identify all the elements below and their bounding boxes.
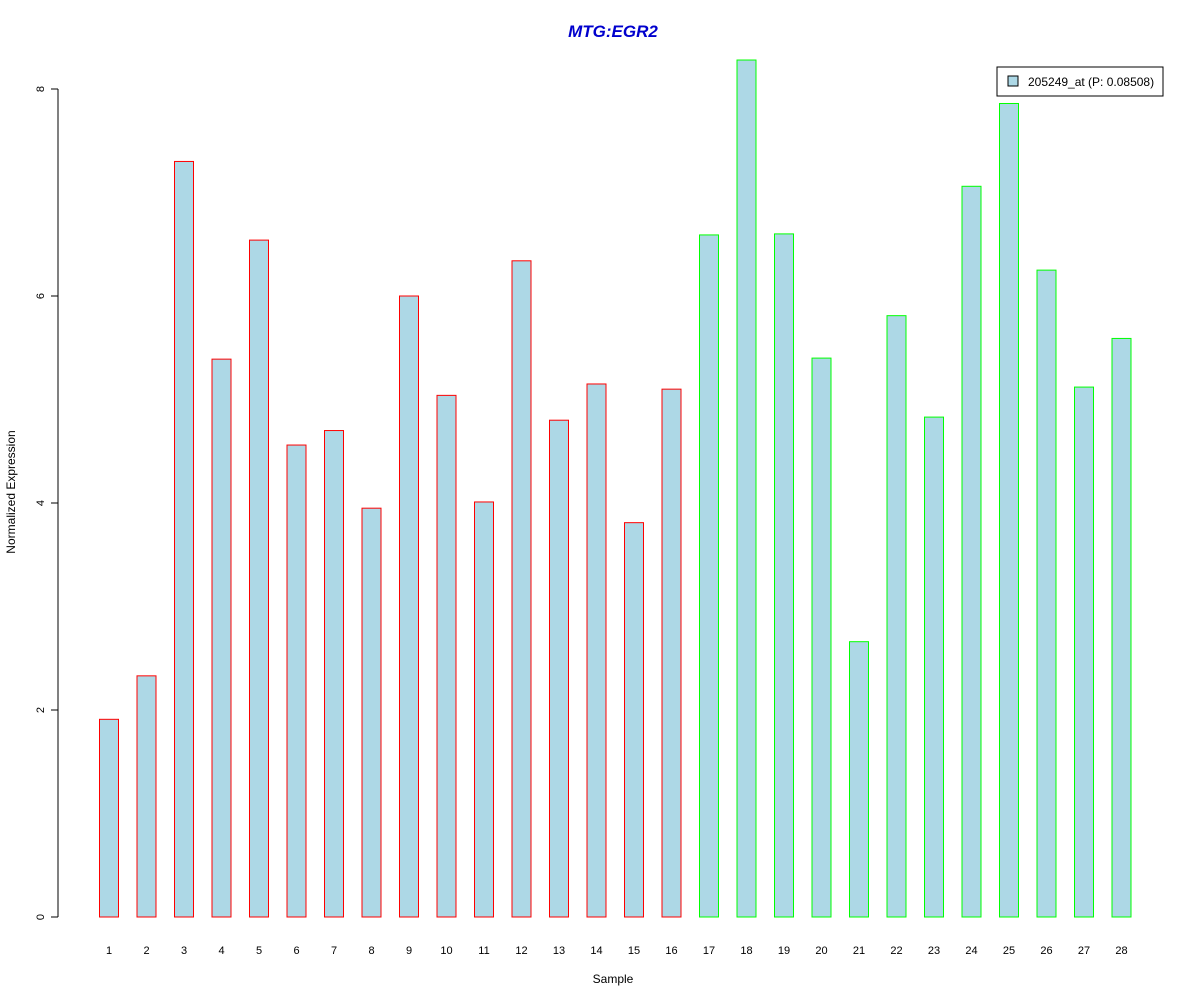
- x-tick-label: 16: [665, 945, 677, 957]
- bar-sample-7: [324, 430, 344, 918]
- x-tick-label: 15: [628, 945, 640, 957]
- x-tick-label: 12: [515, 945, 527, 957]
- x-tick-label: 24: [965, 945, 977, 957]
- bar-sample-4: [211, 358, 232, 918]
- x-tick-label: 21: [853, 945, 865, 957]
- legend-swatch: [1007, 75, 1019, 87]
- bar-sample-2: [136, 675, 157, 918]
- x-tick-label: 28: [1115, 945, 1127, 957]
- bar-sample-9: [399, 295, 419, 918]
- y-tick-label: 0: [35, 914, 47, 920]
- bar-sample-17: [699, 234, 719, 918]
- bar-sample-20: [811, 357, 832, 918]
- x-tick-label: 2: [143, 945, 149, 957]
- legend: 205249_at (P: 0.08508): [996, 66, 1164, 97]
- bar-sample-22: [886, 315, 907, 918]
- bar-sample-3: [174, 160, 194, 918]
- bar-sample-12: [511, 260, 532, 918]
- x-tick-label: 7: [331, 945, 337, 957]
- x-tick-label: 4: [218, 945, 224, 957]
- bar-sample-15: [624, 522, 644, 918]
- x-tick-label: 3: [181, 945, 187, 957]
- bar-sample-11: [474, 501, 494, 918]
- bar-sample-26: [1036, 269, 1057, 918]
- bar-sample-10: [436, 394, 457, 918]
- x-tick-label: 17: [703, 945, 715, 957]
- x-tick-label: 26: [1040, 945, 1052, 957]
- bar-sample-21: [849, 641, 869, 918]
- x-tick-label: 13: [553, 945, 565, 957]
- x-tick-labels: 1 2 3 4 5 6 7 8 9 10 11 12 13 14 15 16 17 18 19 20 21 22 23 24 2…: [106, 945, 1128, 957]
- x-tick-label: 8: [368, 945, 374, 957]
- bar-sample-23: [924, 416, 944, 918]
- bar-sample-1: [99, 718, 119, 918]
- bar-sample-8: [361, 507, 382, 918]
- bar-sample-25: [999, 102, 1019, 918]
- y-tick-label: 6: [35, 293, 47, 299]
- x-tick-label: 10: [440, 945, 452, 957]
- bar-sample-27: [1074, 386, 1094, 918]
- bars-group: [99, 59, 1132, 918]
- legend-label: 205249_at (P: 0.08508): [1028, 75, 1154, 89]
- x-tick-label: 5: [256, 945, 262, 957]
- y-tick-label: 4: [35, 500, 47, 506]
- x-tick-label: 11: [478, 945, 489, 957]
- legend-box: [996, 66, 1164, 97]
- bar-sample-16: [661, 388, 682, 918]
- x-tick-label: 9: [406, 945, 412, 957]
- bar-sample-6: [286, 444, 307, 918]
- x-axis-title: Sample: [593, 972, 634, 986]
- bar-sample-13: [549, 419, 569, 918]
- x-tick-label: 14: [590, 945, 602, 957]
- x-tick-label: 25: [1003, 945, 1015, 957]
- bar-sample-5: [249, 239, 269, 918]
- bar-sample-18: [736, 59, 757, 918]
- x-tick-label: 19: [778, 945, 790, 957]
- x-tick-label: 1: [106, 945, 112, 957]
- y-tick-label: 8: [35, 86, 47, 92]
- bar-sample-24: [961, 185, 982, 918]
- chart-title: MTG:EGR2: [568, 22, 658, 41]
- bar-sample-19: [774, 233, 794, 918]
- y-axis: 0 2 4 6 8: [35, 86, 59, 920]
- x-tick-label: 18: [740, 945, 752, 957]
- y-axis-title: Normalized Expression: [4, 430, 18, 553]
- x-tick-label: 27: [1078, 945, 1090, 957]
- bar-sample-14: [586, 383, 607, 918]
- x-tick-label: 23: [928, 945, 940, 957]
- x-tick-label: 22: [890, 945, 902, 957]
- x-tick-label: 6: [293, 945, 299, 957]
- x-tick-label: 20: [815, 945, 827, 957]
- bar-sample-28: [1111, 337, 1132, 918]
- y-tick-label: 2: [35, 707, 47, 713]
